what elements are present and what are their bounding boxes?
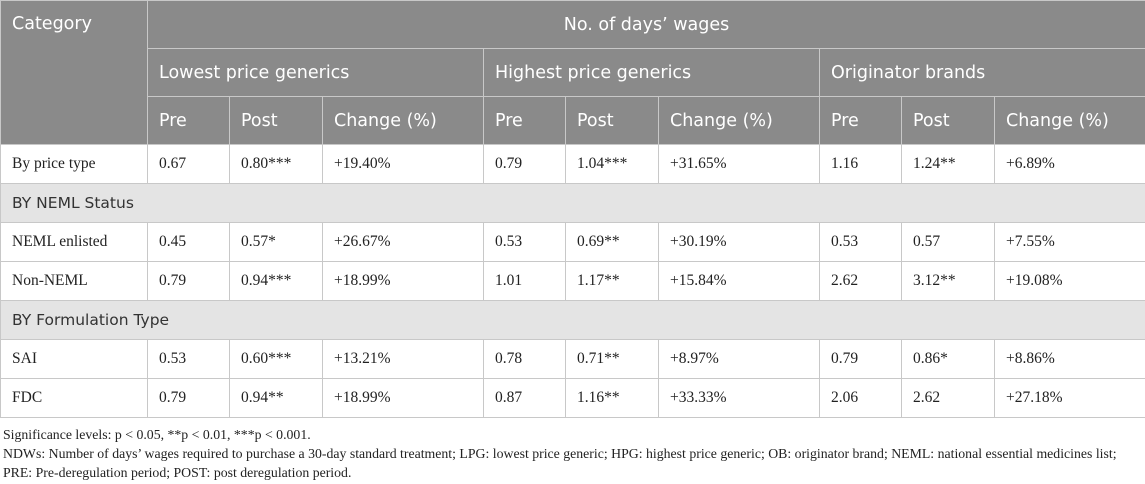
table-cell: +30.19% — [658, 222, 820, 262]
section-label: BY Formulation Type — [0, 300, 1145, 340]
table-row: By price type 0.67 0.80*** +19.40% 0.79 1.04*… — [0, 144, 1145, 184]
table-cell: 0.53 — [483, 222, 566, 262]
section-row: BY Formulation Type — [0, 300, 1145, 340]
table-cell: 1.16** — [565, 378, 659, 418]
section-row: BY NEML Status — [0, 183, 1145, 223]
table-cell: +18.99% — [322, 261, 484, 301]
significance-note: Significance levels: p < 0.05, **p < 0.0… — [3, 427, 311, 442]
table-row: Non-NEML 0.79 0.94*** +18.99% 1.01 1.17** +15.… — [0, 261, 1145, 301]
header-pre: Pre — [147, 96, 230, 145]
table-cell: +8.97% — [658, 339, 820, 379]
table-cell: 0.53 — [819, 222, 902, 262]
table-cell: 2.06 — [819, 378, 902, 418]
section-label: BY NEML Status — [0, 183, 1145, 223]
header-ndw: No. of days’ wages — [146, 0, 1145, 49]
table-cell: +26.67% — [322, 222, 484, 262]
table-cell: 0.79 — [483, 144, 566, 184]
table-cell: 0.69** — [565, 222, 659, 262]
table-cell: 2.62 — [819, 261, 902, 301]
table-cell: 0.86* — [901, 339, 995, 379]
table-cell: 0.57 — [901, 222, 995, 262]
table-cell: 0.80*** — [229, 144, 323, 184]
table-cell: 1.16 — [819, 144, 902, 184]
header-change: Change (%) — [658, 96, 820, 145]
ndw-table: Category No. of days’ wages Lowest price… — [0, 0, 1145, 418]
table-cell: +19.40% — [322, 144, 484, 184]
abbreviations-note: NDWs: Number of days’ wages required to … — [3, 446, 1117, 480]
header-change: Change (%) — [993, 96, 1145, 145]
table-cell: 0.57* — [229, 222, 323, 262]
header-pre: Pre — [819, 96, 902, 145]
table-cell: +8.86% — [993, 339, 1145, 379]
table-cell: 1.04*** — [565, 144, 659, 184]
row-label: NEML enlisted — [0, 222, 148, 262]
table-cell: 1.01 — [483, 261, 566, 301]
table-cell: 0.79 — [147, 378, 230, 418]
table-cell: 0.94*** — [229, 261, 323, 301]
header-group-highest: Highest price generics — [483, 48, 820, 97]
table-cell: +15.84% — [658, 261, 820, 301]
table-cell: 0.79 — [819, 339, 902, 379]
row-label: FDC — [0, 378, 148, 418]
header-post: Post — [229, 96, 323, 145]
table-cell: 0.53 — [147, 339, 230, 379]
table-row: SAI 0.53 0.60*** +13.21% 0.78 0.71** +8.97% 0.7… — [0, 339, 1145, 379]
header-category: Category — [0, 0, 148, 145]
table-cell: 2.62 — [901, 378, 995, 418]
header-group-lowest: Lowest price generics — [147, 48, 484, 97]
row-label: By price type — [0, 144, 148, 184]
table-cell: 0.71** — [565, 339, 659, 379]
table-cell: +33.33% — [658, 378, 820, 418]
table-footnotes: Significance levels: p < 0.05, **p < 0.0… — [3, 425, 1143, 482]
table-cell: +6.89% — [993, 144, 1145, 184]
table-cell: +31.65% — [658, 144, 820, 184]
table-cell: +19.08% — [993, 261, 1145, 301]
row-label: Non-NEML — [0, 261, 148, 301]
table-cell: 0.79 — [147, 261, 230, 301]
table-cell: +13.21% — [322, 339, 484, 379]
table-cell: 0.87 — [483, 378, 566, 418]
table-cell: 0.67 — [147, 144, 230, 184]
table-cell: 0.60*** — [229, 339, 323, 379]
header-pre: Pre — [483, 96, 566, 145]
table-cell: +7.55% — [993, 222, 1145, 262]
header-post: Post — [565, 96, 659, 145]
header-post: Post — [901, 96, 995, 145]
header-change: Change (%) — [322, 96, 484, 145]
table-body: By price type 0.67 0.80*** +19.40% 0.79 1.04*… — [0, 144, 1145, 418]
table-cell: 1.17** — [565, 261, 659, 301]
table-cell: 1.24** — [901, 144, 995, 184]
table-row: NEML enlisted 0.45 0.57* +26.67% 0.53 0.69** +… — [0, 222, 1145, 262]
table-cell: +27.18% — [993, 378, 1145, 418]
table-cell: 0.78 — [483, 339, 566, 379]
header-group-originator: Originator brands — [818, 48, 1145, 97]
table-cell: 3.12** — [901, 261, 995, 301]
table-row: FDC 0.79 0.94** +18.99% 0.87 1.16** +33.33% 2.0… — [0, 378, 1145, 418]
table-cell: 0.94** — [229, 378, 323, 418]
table-cell: +18.99% — [322, 378, 484, 418]
table-cell: 0.45 — [147, 222, 230, 262]
row-label: SAI — [0, 339, 148, 379]
